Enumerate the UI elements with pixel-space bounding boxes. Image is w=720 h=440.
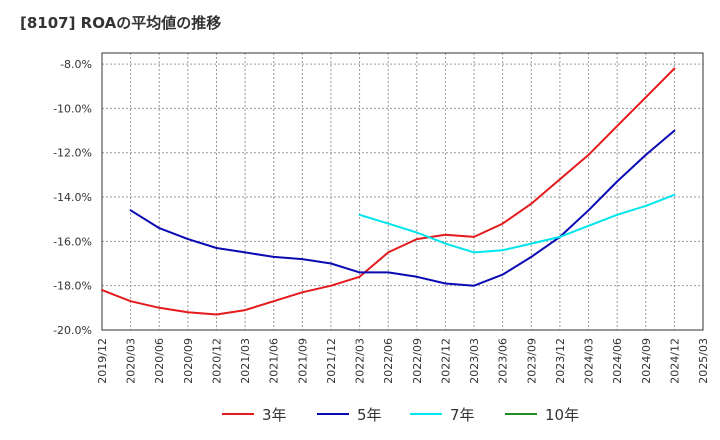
x-tick-label: 2020/12: [210, 338, 223, 384]
plot-area: [102, 53, 703, 330]
x-tick-label: 2023/12: [554, 338, 567, 384]
x-tick-label: 2020/06: [153, 338, 166, 384]
legend-label-10y: 10年: [545, 405, 580, 424]
x-tick-label: 2023/09: [525, 338, 538, 384]
x-tick-label: 2021/03: [239, 338, 252, 384]
series-line-0: [101, 67, 676, 316]
x-tick-label: 2024/06: [611, 338, 624, 384]
x-tick-label: 2021/12: [325, 338, 338, 384]
legend-label-3y: 3年: [262, 405, 287, 424]
legend-label-5y: 5年: [357, 405, 382, 424]
x-tick-label: 2022/03: [354, 338, 367, 384]
x-tick-label: 2021/06: [268, 338, 281, 384]
legend-item-7y: 7年: [410, 400, 475, 428]
legend-swatch-10y: [505, 413, 537, 415]
plot-frame: [101, 52, 704, 331]
x-tick-label: 2024/09: [640, 338, 653, 384]
x-tick-label: 2021/09: [296, 338, 309, 384]
legend-swatch-7y: [410, 413, 442, 415]
x-tick-label: 2023/03: [468, 338, 481, 384]
x-tick-label: 2019/12: [96, 338, 109, 384]
legend-item-5y: 5年: [317, 400, 382, 428]
x-tick-label: 2022/12: [439, 338, 452, 384]
legend-swatch-5y: [317, 413, 349, 415]
series-line-1: [129, 129, 676, 287]
y-tick-label: -8.0%: [60, 58, 92, 71]
chart-plot: -20.0% -18.0% -16.0% -14.0% -12.0% -10.0% -8.0…: [53, 52, 710, 384]
legend-item-3y: 3年: [222, 400, 287, 428]
legend-swatch-3y: [222, 413, 254, 415]
y-tick-label: -10.0%: [53, 102, 92, 115]
x-tick-label: 2020/03: [125, 338, 138, 384]
chart-title: [8107] ROAの平均値の推移: [20, 14, 222, 32]
x-tick-label: 2022/06: [382, 338, 395, 384]
x-tick-label: 2023/06: [497, 338, 510, 384]
x-tick-label: 2025/03: [697, 338, 710, 384]
chart-legend: 3年 5年 7年 10年: [0, 400, 720, 428]
y-tick-label: -18.0%: [53, 280, 92, 293]
x-tick-label: 2020/09: [182, 338, 195, 384]
x-tick-label: 2022/09: [411, 338, 424, 384]
y-tick-label: -16.0%: [53, 235, 92, 248]
series-line-2: [358, 193, 676, 254]
y-tick-label: -20.0%: [53, 324, 92, 337]
legend-item-10y: 10年: [505, 400, 579, 428]
y-tick-label: -12.0%: [53, 147, 92, 160]
x-tick-label: 2024/03: [583, 338, 596, 384]
x-tick-label: 2024/12: [668, 338, 681, 384]
y-tick-label: -14.0%: [53, 191, 92, 204]
legend-label-7y: 7年: [450, 405, 475, 424]
